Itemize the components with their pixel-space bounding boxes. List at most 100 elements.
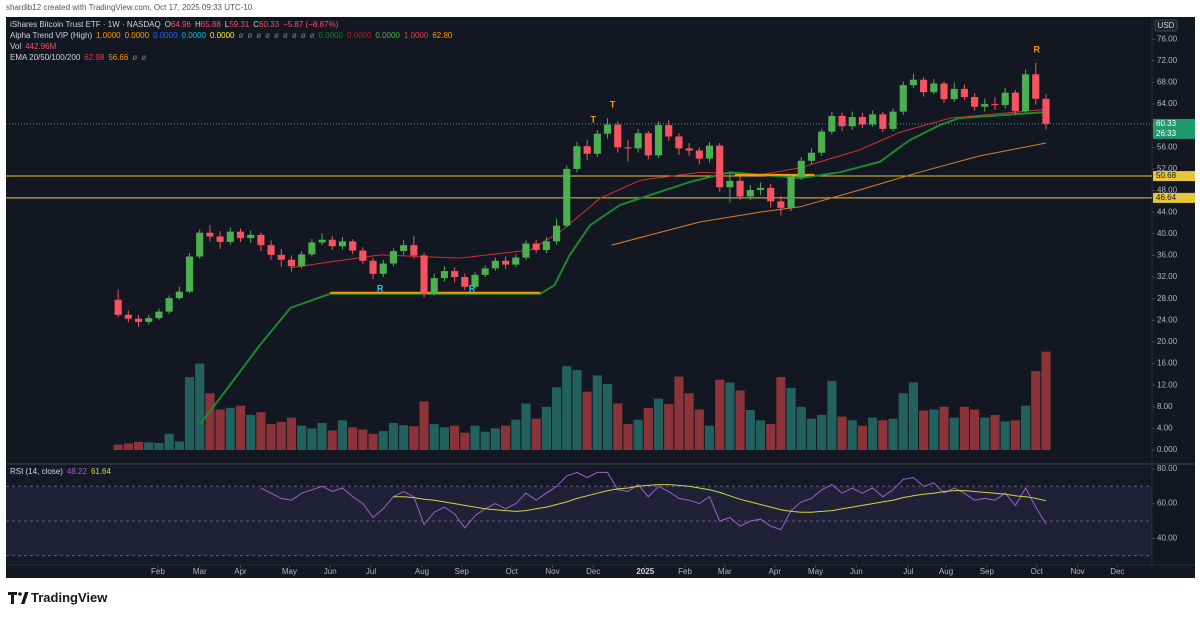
legend-prefix: C bbox=[253, 20, 259, 29]
candle-body bbox=[522, 243, 530, 258]
legend-row: RSI (14, close) 48.22 61.64 bbox=[10, 467, 112, 476]
candle-body bbox=[879, 114, 887, 129]
volume-bar bbox=[592, 375, 602, 451]
volume-bar bbox=[1000, 421, 1010, 451]
volume-bar bbox=[990, 414, 1000, 451]
volume-bar bbox=[531, 418, 541, 451]
candle-body bbox=[777, 201, 785, 208]
volume-bar bbox=[113, 444, 123, 451]
x-tick-label: Nov bbox=[1070, 567, 1084, 576]
candle-body bbox=[287, 259, 296, 267]
rsi-line bbox=[260, 471, 1047, 531]
candle-body bbox=[440, 271, 448, 279]
legend-name: Vol bbox=[10, 42, 21, 51]
volume-bar bbox=[225, 407, 235, 451]
candle-body bbox=[797, 160, 805, 178]
volume-bar bbox=[276, 421, 286, 451]
volume-bar bbox=[246, 414, 256, 451]
volume-bar bbox=[786, 387, 796, 451]
candle-body bbox=[899, 85, 907, 112]
legend-name: RSI (14, close) bbox=[10, 467, 63, 476]
volume-bar bbox=[378, 431, 388, 451]
candle-body bbox=[216, 236, 224, 242]
volume-bar bbox=[623, 424, 633, 451]
legend-value: 0.0000 bbox=[153, 31, 178, 40]
y-tick-label: 28.00 bbox=[1157, 294, 1178, 303]
volume-bar bbox=[929, 409, 939, 451]
candle-body bbox=[981, 104, 989, 107]
y-tick-label: 68.00 bbox=[1157, 78, 1178, 87]
candle-body bbox=[481, 268, 489, 275]
candle-body bbox=[858, 117, 867, 125]
brand: TradingView bbox=[31, 590, 108, 605]
candle-body bbox=[991, 104, 999, 106]
x-tick-label: Feb bbox=[151, 567, 165, 576]
h-line-label-bg bbox=[1153, 171, 1195, 182]
y-tick-label: 4.00 bbox=[1157, 424, 1173, 433]
legend-value: ø bbox=[310, 31, 315, 40]
volume-bar bbox=[582, 391, 592, 451]
candle-body bbox=[716, 145, 724, 188]
volume-bar bbox=[684, 393, 694, 451]
legend-value: 0.0000 bbox=[210, 31, 235, 40]
candle-body bbox=[430, 278, 438, 294]
volume-bar bbox=[1020, 405, 1031, 451]
volume-bar bbox=[827, 380, 837, 451]
legend-value: ø bbox=[292, 31, 297, 40]
candle-body bbox=[267, 245, 275, 255]
legend-value: 0.0000 bbox=[125, 31, 150, 40]
candle-body bbox=[675, 136, 683, 149]
volume-bar bbox=[613, 403, 623, 451]
candle-body bbox=[471, 274, 479, 287]
legend-value: ø bbox=[274, 31, 279, 40]
signal-label: R bbox=[469, 283, 476, 293]
candle-body bbox=[563, 168, 571, 226]
volume-bar bbox=[235, 405, 246, 451]
x-tick-label: Mar bbox=[193, 567, 207, 576]
candle-body bbox=[1032, 74, 1040, 99]
logo: TradingView bbox=[8, 590, 108, 605]
volume-bar bbox=[633, 419, 643, 451]
volume-bar bbox=[358, 429, 368, 451]
volume-bar bbox=[643, 407, 653, 451]
x-tick-label: Jul bbox=[903, 567, 913, 576]
legend-value: 0.0000 bbox=[182, 31, 207, 40]
candle-body bbox=[654, 125, 663, 156]
candle-body bbox=[695, 150, 703, 159]
candle-body bbox=[185, 256, 194, 292]
volume-bar bbox=[286, 417, 297, 451]
legend-value: 1.0000 bbox=[96, 31, 121, 40]
volume-bar bbox=[439, 427, 450, 451]
candle-body bbox=[308, 242, 316, 255]
legend-name: EMA 20/50/100/200 bbox=[10, 53, 81, 62]
volume-bar bbox=[154, 442, 164, 451]
volume-bar bbox=[480, 431, 490, 451]
credit: shardib12 created with TradingView.com, … bbox=[6, 3, 253, 12]
volume-bar bbox=[144, 442, 154, 451]
legend-value: 0.0000 bbox=[347, 31, 372, 40]
candle-body bbox=[257, 234, 265, 246]
legend-value: ø bbox=[301, 31, 306, 40]
candle-body bbox=[593, 133, 601, 154]
legend-prefix: H bbox=[195, 20, 201, 29]
volume-bar bbox=[735, 390, 745, 451]
volume-bar bbox=[602, 384, 613, 451]
volume-bar bbox=[1010, 420, 1020, 451]
candle-body bbox=[1022, 74, 1030, 112]
candle-body bbox=[818, 131, 826, 153]
volume-bar bbox=[766, 424, 776, 451]
logo-v bbox=[21, 592, 29, 604]
y-tick-label: 36.00 bbox=[1157, 251, 1178, 260]
last-price-label: 60.33 bbox=[1156, 119, 1177, 128]
x-tick-label: May bbox=[808, 567, 823, 576]
volume-bar bbox=[123, 443, 133, 451]
legend-value: 59.31 bbox=[229, 20, 250, 29]
legend-prefix: O bbox=[165, 20, 171, 29]
x-tick-label: Jul bbox=[366, 567, 376, 576]
x-tick-label: Sep bbox=[455, 567, 470, 576]
volume-bar bbox=[460, 432, 470, 451]
candle-body bbox=[1011, 92, 1019, 112]
volume-bar bbox=[868, 417, 878, 451]
